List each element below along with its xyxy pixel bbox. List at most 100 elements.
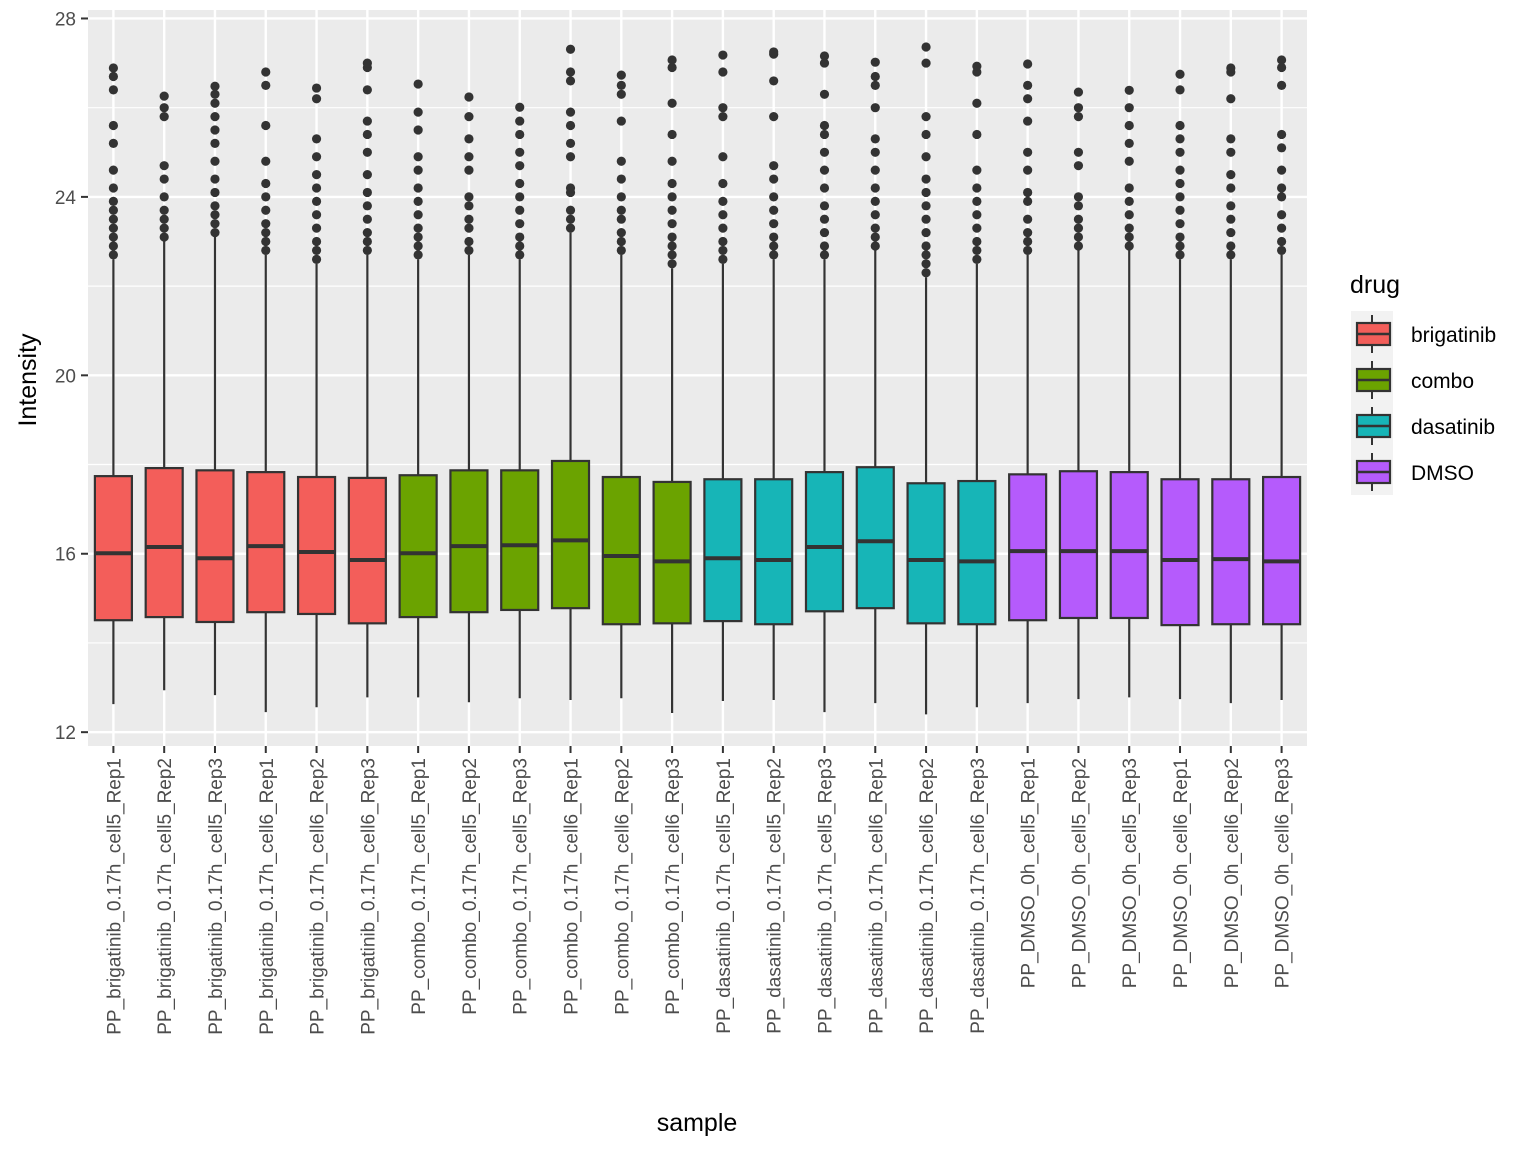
outlier-point xyxy=(870,183,880,193)
x-tick-label: PP_DMSO_0h_cell6_Rep2 xyxy=(1222,758,1243,988)
outlier-point xyxy=(616,70,626,80)
outlier-point xyxy=(362,58,372,68)
box-PP_DMSO_0h_cell6_Rep2 xyxy=(1211,63,1251,704)
outlier-point xyxy=(515,102,525,112)
outlier-point xyxy=(921,58,931,68)
outlier-point xyxy=(870,210,880,220)
outlier-point xyxy=(769,219,779,229)
outlier-point xyxy=(1175,241,1185,251)
outlier-point xyxy=(972,196,982,206)
box-PP_brigatinib_0.17h_cell5_Rep2 xyxy=(144,91,184,691)
legend: drug brigatinib combo dasatinib DMSO xyxy=(1350,271,1496,495)
outlier-point xyxy=(1023,245,1033,256)
outlier-point xyxy=(667,129,677,140)
x-tick-label: PP_brigatinib_0.17h_cell6_Rep3 xyxy=(358,758,379,1035)
outlier-point xyxy=(159,232,169,242)
outlier-point xyxy=(1226,241,1236,251)
x-tick-label: PP_dasatinib_0.17h_cell6_Rep1 xyxy=(866,758,887,1034)
outlier-point xyxy=(972,236,982,247)
x-tick-label: PP_brigatinib_0.17h_cell5_Rep1 xyxy=(104,758,125,1035)
outlier-point xyxy=(108,120,118,131)
outlier-point xyxy=(1277,236,1287,247)
outlier-point xyxy=(921,214,931,224)
outlier-point xyxy=(870,57,880,67)
outlier-point xyxy=(769,205,779,215)
outlier-point xyxy=(261,192,271,202)
legend-label-dasatinib: dasatinib xyxy=(1411,416,1495,439)
box-iqr xyxy=(1262,475,1302,626)
outlier-point xyxy=(921,227,931,238)
outlier-point xyxy=(1277,165,1287,175)
outlier-point xyxy=(515,219,525,229)
outlier-point xyxy=(413,210,423,220)
outlier-point xyxy=(108,223,118,233)
outlier-point xyxy=(515,129,525,140)
outlier-point xyxy=(1175,147,1185,157)
box-iqr xyxy=(398,474,438,619)
outlier-point xyxy=(464,92,474,102)
outlier-point xyxy=(1277,55,1287,65)
outlier-point xyxy=(108,250,118,260)
outlier-point xyxy=(1073,103,1084,113)
outlier-point xyxy=(1124,156,1134,166)
outlier-point xyxy=(159,192,169,202)
outlier-point xyxy=(718,67,728,77)
outlier-point xyxy=(718,254,728,264)
outlier-point xyxy=(362,116,372,126)
outlier-point xyxy=(210,156,220,166)
outlier-point xyxy=(464,245,474,256)
outlier-point xyxy=(1175,250,1185,260)
outlier-point xyxy=(210,219,220,229)
outlier-point xyxy=(616,174,626,184)
outlier-point xyxy=(565,223,576,233)
outlier-point xyxy=(870,196,880,206)
x-tick-label: PP_dasatinib_0.17h_cell5_Rep2 xyxy=(765,758,786,1034)
outlier-point xyxy=(108,196,118,206)
outlier-point xyxy=(616,205,626,215)
outlier-point xyxy=(413,232,423,242)
outlier-point xyxy=(1226,250,1236,260)
outlier-point xyxy=(667,205,677,215)
outlier-point xyxy=(921,201,931,211)
outlier-point xyxy=(1277,62,1287,73)
outlier-point xyxy=(667,62,677,73)
x-tick-label: PP_DMSO_0h_cell5_Rep3 xyxy=(1120,758,1141,988)
outlier-point xyxy=(1073,112,1084,122)
outlier-point xyxy=(210,201,220,211)
outlier-point xyxy=(819,89,830,99)
outlier-point xyxy=(210,125,220,135)
outlier-point xyxy=(159,223,169,233)
outlier-point xyxy=(921,250,931,260)
outlier-point xyxy=(1023,59,1033,69)
outlier-point xyxy=(1175,120,1185,131)
outlier-point xyxy=(413,183,423,193)
box-iqr xyxy=(296,475,337,616)
outlier-point xyxy=(1023,227,1033,238)
outlier-point xyxy=(108,138,118,148)
outlier-point xyxy=(870,71,880,82)
outlier-point xyxy=(108,205,118,215)
outlier-point xyxy=(159,205,169,215)
outlier-point xyxy=(1124,85,1134,95)
box-PP_DMSO_0h_cell5_Rep3 xyxy=(1109,85,1149,698)
y-tick-label: 16 xyxy=(55,545,76,566)
outlier-point xyxy=(718,152,728,162)
outlier-point xyxy=(159,91,169,101)
y-tick-label: 20 xyxy=(55,366,76,387)
outlier-point xyxy=(819,165,830,175)
outlier-point xyxy=(718,223,728,233)
outlier-point xyxy=(769,241,779,251)
outlier-point xyxy=(464,134,474,144)
box-PP_dasatinib_0.17h_cell5_Rep1 xyxy=(703,50,743,701)
outlier-point xyxy=(108,85,118,95)
outlier-point xyxy=(565,120,576,131)
outlier-point xyxy=(210,138,220,148)
outlier-point xyxy=(362,169,372,180)
outlier-point xyxy=(1277,80,1287,90)
outlier-point xyxy=(1073,192,1084,202)
outlier-point xyxy=(464,236,474,247)
outlier-point xyxy=(311,254,322,264)
outlier-point xyxy=(1175,178,1185,189)
outlier-point xyxy=(1175,232,1185,242)
